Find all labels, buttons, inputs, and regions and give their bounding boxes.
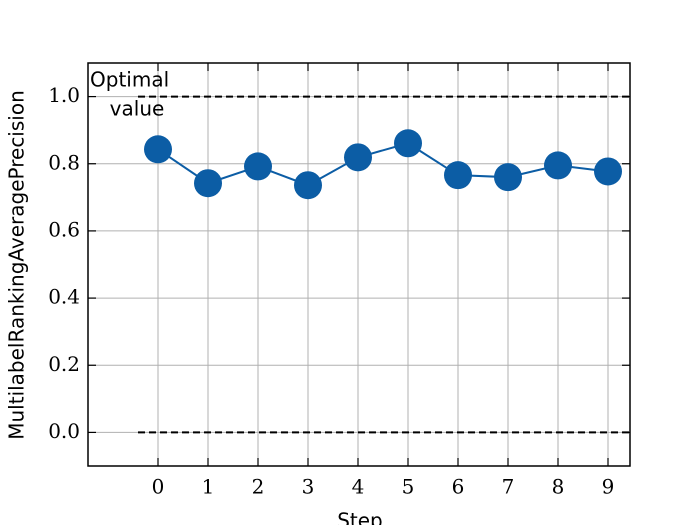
- y-tick-label: 0.0: [48, 419, 80, 443]
- x-tick-label: 3: [302, 475, 315, 499]
- data-point: [294, 171, 322, 200]
- data-point: [144, 135, 172, 164]
- data-point: [194, 169, 222, 198]
- data-point: [494, 163, 522, 192]
- data-point: [244, 152, 272, 181]
- data-point: [444, 161, 472, 190]
- x-tick-label: 4: [352, 475, 365, 499]
- x-tick-label: 6: [452, 475, 465, 499]
- x-tick-label: 9: [602, 475, 615, 499]
- y-axis-label: MultilabelRankingAveragePrecision: [5, 90, 29, 440]
- data-point: [344, 143, 372, 172]
- x-tick-label: 1: [202, 475, 215, 499]
- data-point: [594, 157, 622, 186]
- y-tick-label: 1.0: [48, 83, 80, 107]
- annotation: Optimal: [90, 68, 169, 92]
- y-tick-label: 0.8: [48, 150, 80, 174]
- x-axis-label: Step: [337, 509, 383, 525]
- data-point: [544, 151, 572, 180]
- x-tick-label: 8: [552, 475, 565, 499]
- x-tick-label: 7: [502, 475, 515, 499]
- x-tick-label: 5: [402, 475, 415, 499]
- x-tick-label: 2: [252, 475, 265, 499]
- y-tick-label: 0.6: [48, 217, 80, 241]
- plot-frame: [87, 62, 631, 467]
- data-line: [157, 142, 609, 187]
- x-tick-label: 0: [152, 475, 165, 499]
- annotation: value: [110, 97, 165, 121]
- y-tick-label: 0.2: [48, 352, 80, 376]
- y-tick-label: 0.4: [48, 285, 80, 309]
- data-point: [394, 129, 422, 158]
